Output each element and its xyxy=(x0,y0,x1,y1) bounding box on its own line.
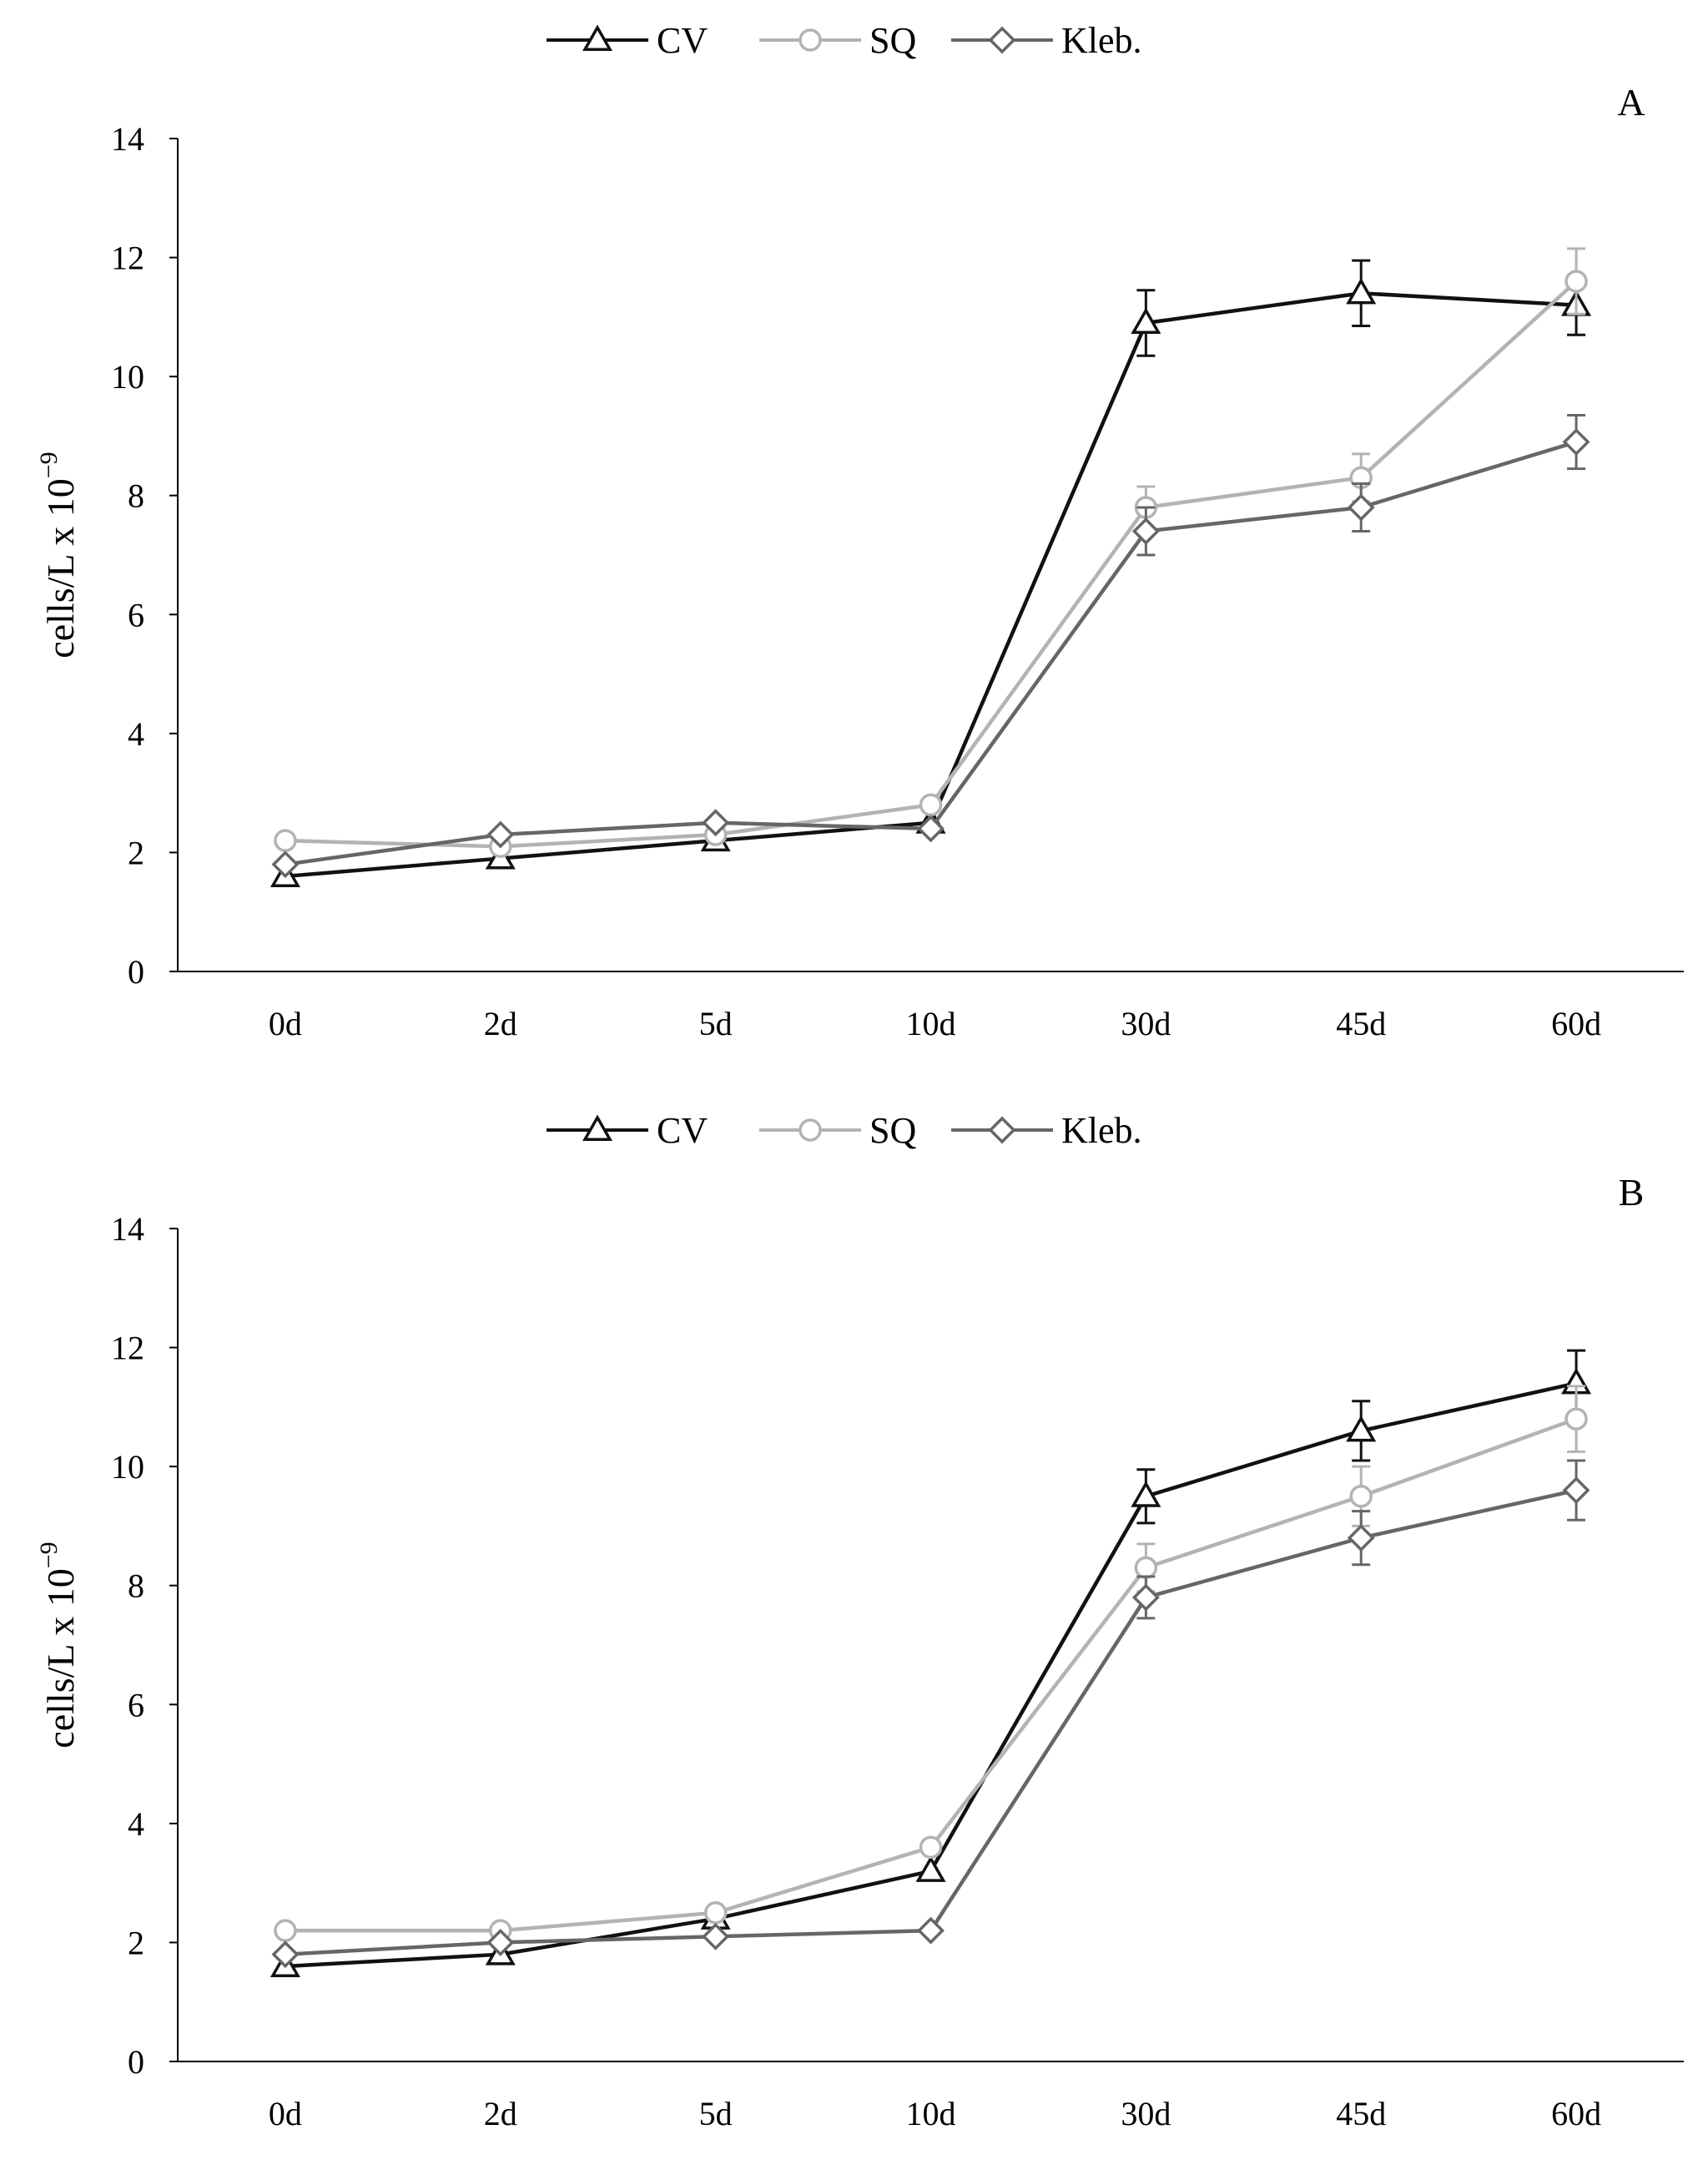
y-tick-label: 6 xyxy=(128,1686,144,1723)
data-point-1-0 xyxy=(274,1919,297,1942)
chart-panel-a: 0 2 4 6 8 10 12 14 0d 2d 5d 10d 30d 45d 60d cells/L x 1… xyxy=(35,20,1684,1042)
data-point-2-5 xyxy=(1347,1524,1375,1552)
data-point-2-4 xyxy=(1131,1583,1160,1612)
data-point-0-3 xyxy=(915,1855,946,1882)
data-point-2-0 xyxy=(271,1940,300,1969)
data-point-2-3 xyxy=(917,1916,945,1945)
series-line-0 xyxy=(285,291,1577,879)
data-point-2-2 xyxy=(702,1922,730,1950)
data-point-1-5 xyxy=(1349,1485,1373,1508)
legend-marker-0 xyxy=(582,24,613,51)
y-tick-label: 14 xyxy=(111,120,144,158)
legend-marker-1 xyxy=(799,28,822,52)
chart-panel-b: 0 2 4 6 8 10 12 14 0d 2d 5d 10d 30d 45d 60d cells/L x 1… xyxy=(0,1090,1708,2180)
y-axis-title-exponent: −9 xyxy=(35,452,63,478)
y-axis-title-exponent: −9 xyxy=(35,1542,63,1568)
y-tick-label: 8 xyxy=(128,477,144,515)
data-point-0-5 xyxy=(1346,277,1377,305)
x-tick-label: 60d xyxy=(1551,2095,1601,2132)
data-point-2-5 xyxy=(1347,493,1375,522)
series-1 xyxy=(274,247,1588,859)
data-point-2-4 xyxy=(1131,517,1160,545)
data-point-1-3 xyxy=(919,1835,943,1860)
legend-marker-2 xyxy=(988,1116,1016,1144)
x-tick-label: 30d xyxy=(1121,2095,1171,2132)
data-point-2-1 xyxy=(486,1928,515,1956)
data-point-1-3 xyxy=(919,793,943,817)
panel-label: B xyxy=(1619,1171,1645,1214)
data-point-1-0 xyxy=(274,829,297,852)
data-point-1-2 xyxy=(703,1901,728,1925)
y-tick-label: 10 xyxy=(111,1448,144,1486)
line-chart-a: 0 2 4 6 8 10 12 14 0d 2d 5d 10d 30d 45d 60d cells/L x 1… xyxy=(35,20,1684,1042)
legend-marker-0 xyxy=(582,1114,613,1141)
data-point-1-4 xyxy=(1134,1556,1158,1580)
y-tick-label: 12 xyxy=(111,1330,144,1367)
x-tick-label: 5d xyxy=(699,2095,733,2132)
x-tick-label: 0d xyxy=(269,1005,302,1042)
data-point-1-6 xyxy=(1564,270,1588,293)
x-tick-label: 2d xyxy=(484,1005,517,1042)
series-2 xyxy=(271,1459,1590,1969)
x-tick-label: 5d xyxy=(699,1005,733,1042)
y-tick-label: 4 xyxy=(128,1805,144,1843)
data-point-0-5 xyxy=(1346,1415,1377,1442)
data-point-2-6 xyxy=(1562,428,1590,457)
series-line-1 xyxy=(285,280,1578,849)
y-tick-label: 10 xyxy=(111,358,144,396)
legend-label-2: Kleb. xyxy=(1061,20,1142,61)
y-tick-label: 8 xyxy=(128,1567,144,1605)
y-tick-label: 0 xyxy=(128,953,144,991)
series-0 xyxy=(270,259,1592,887)
legend-marker-2 xyxy=(988,26,1016,54)
legend-label-1: SQ xyxy=(869,20,916,61)
series-2 xyxy=(271,413,1590,879)
legend-label-1: SQ xyxy=(869,1110,916,1151)
data-point-2-3 xyxy=(917,815,945,843)
y-tick-label: 0 xyxy=(128,2043,144,2081)
y-axis-title: cells/L x 10−9 xyxy=(35,452,82,658)
data-point-2-1 xyxy=(486,820,515,849)
legend-label-0: CV xyxy=(657,1110,708,1151)
series-0 xyxy=(270,1349,1592,1977)
legend-label-0: CV xyxy=(657,20,708,61)
y-tick-label: 14 xyxy=(111,1210,144,1248)
x-tick-label: 10d xyxy=(906,1005,956,1042)
series-line-2 xyxy=(285,1488,1577,1956)
data-point-2-0 xyxy=(271,850,300,879)
legend-label-2: Kleb. xyxy=(1061,1110,1142,1151)
y-tick-label: 12 xyxy=(111,240,144,277)
y-axis-title-text: cells/L x 10 xyxy=(39,478,82,658)
y-axis-title-text: cells/L x 10 xyxy=(39,1568,82,1748)
y-tick-label: 4 xyxy=(128,715,144,753)
data-point-2-2 xyxy=(702,809,730,837)
series-1 xyxy=(274,1385,1588,1942)
y-axis-title: cells/L x 10−9 xyxy=(35,1542,82,1748)
x-tick-label: 45d xyxy=(1336,2095,1386,2132)
x-tick-label: 60d xyxy=(1551,1005,1601,1042)
legend-marker-1 xyxy=(799,1118,822,1142)
y-tick-label: 6 xyxy=(128,596,144,633)
y-tick-label: 2 xyxy=(128,834,144,871)
panel-label: A xyxy=(1617,81,1645,124)
data-point-1-6 xyxy=(1564,1407,1588,1431)
x-tick-label: 10d xyxy=(906,2095,956,2132)
x-tick-label: 0d xyxy=(269,2095,302,2132)
data-point-0-4 xyxy=(1131,307,1161,334)
data-point-0-4 xyxy=(1131,1481,1161,1507)
data-point-2-6 xyxy=(1562,1476,1590,1505)
x-tick-label: 45d xyxy=(1336,1005,1386,1042)
x-tick-label: 2d xyxy=(484,2095,517,2132)
x-tick-label: 30d xyxy=(1121,1005,1171,1042)
line-chart-b: 0 2 4 6 8 10 12 14 0d 2d 5d 10d 30d 45d 60d cells/L x 1… xyxy=(35,1110,1684,2132)
y-tick-label: 2 xyxy=(128,1924,144,1961)
